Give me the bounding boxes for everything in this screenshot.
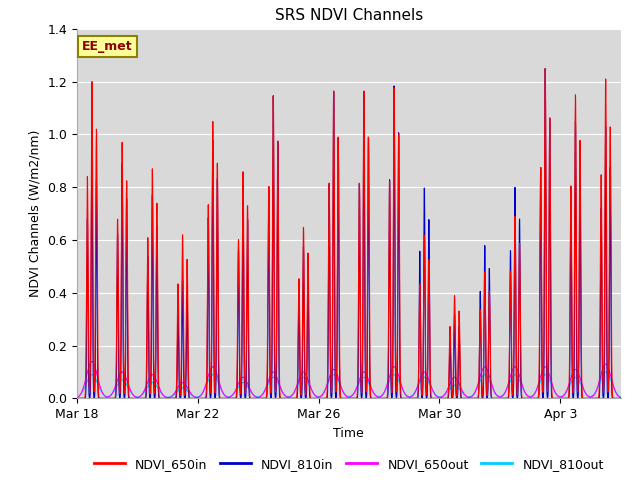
NDVI_650out (402, 392, 410, 398)
Title: SRS NDVI Channels: SRS NDVI Channels (275, 9, 423, 24)
NDVI_810in (541, 66, 549, 72)
NDVI_650out (617, 395, 625, 400)
NDVI_650out (412, 389, 419, 395)
NDVI_650in (225, 396, 232, 401)
NDVI_810out (402, 392, 410, 397)
NDVI_810in (565, 391, 573, 397)
NDVI_810out (412, 389, 419, 395)
Y-axis label: NDVI Channels (W/m2/nm): NDVI Channels (W/m2/nm) (29, 130, 42, 297)
NDVI_810out (617, 394, 625, 400)
NDVI_810in (402, 396, 410, 401)
Legend: NDVI_650in, NDVI_810in, NDVI_650out, NDVI_810out: NDVI_650in, NDVI_810in, NDVI_650out, NDV… (89, 453, 609, 476)
NDVI_810in (617, 396, 625, 401)
NDVI_650out (189, 393, 197, 399)
Line: NDVI_810in: NDVI_810in (77, 69, 621, 398)
NDVI_810out (565, 384, 573, 389)
NDVI_810out (225, 394, 232, 400)
NDVI_650in (73, 396, 81, 401)
NDVI_650out (88, 359, 96, 364)
NDVI_650in (565, 377, 573, 383)
NDVI_650in (617, 396, 625, 401)
NDVI_650out (73, 395, 81, 400)
Line: NDVI_650in: NDVI_650in (77, 69, 621, 398)
NDVI_810out (189, 393, 197, 399)
NDVI_650in (541, 66, 549, 72)
NDVI_650in (189, 396, 197, 401)
NDVI_650in (402, 396, 410, 401)
NDVI_810in (412, 396, 419, 401)
NDVI_810in (189, 396, 197, 401)
Text: EE_met: EE_met (82, 40, 133, 53)
NDVI_650out (225, 395, 233, 400)
NDVI_650out (617, 395, 625, 400)
NDVI_810in (225, 396, 232, 401)
NDVI_810out (617, 395, 625, 400)
NDVI_650out (565, 380, 573, 386)
NDVI_810out (73, 395, 81, 400)
Line: NDVI_650out: NDVI_650out (77, 361, 621, 397)
NDVI_650in (617, 396, 625, 401)
X-axis label: Time: Time (333, 427, 364, 440)
Line: NDVI_810out: NDVI_810out (77, 372, 621, 397)
NDVI_810in (73, 396, 81, 401)
NDVI_810out (602, 369, 609, 375)
NDVI_810in (617, 396, 625, 401)
NDVI_650in (412, 396, 419, 401)
